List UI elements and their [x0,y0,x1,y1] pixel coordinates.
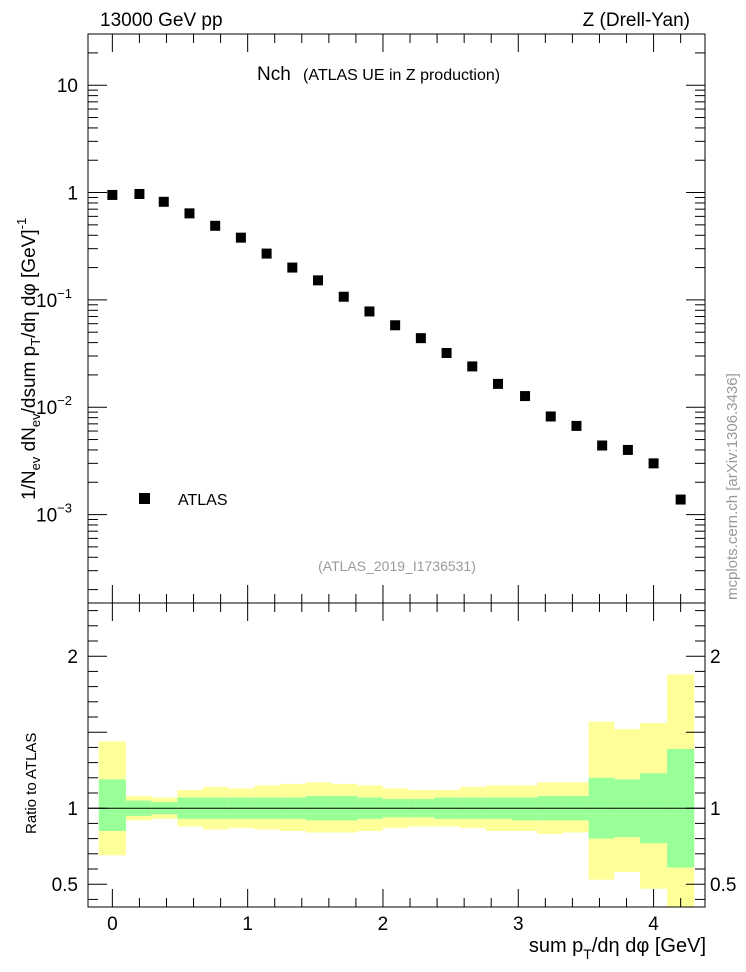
ratio-axis-ticks: 0.5 0.5 1 1 2 2 0 1 2 3 4 [52,603,736,935]
ratio-bands [88,674,705,907]
x-tick-label: 0 [107,914,118,935]
data-point [597,440,608,451]
data-point [622,444,633,455]
ratio-y-tick-label-right: 0.5 [710,875,736,896]
watermark: mcplots.cern.ch [arXiv:1306.3436] [724,373,741,600]
data-point [158,196,169,207]
plot-title-observable: Nch [257,64,291,85]
data-point [338,291,349,302]
main-y-tick-label: 10−1 [36,286,72,312]
plot-title-description: (ATLAS UE in Z production) [303,67,500,84]
legend-marker [139,493,150,504]
ratio-y-tick-label: 0.5 [52,875,78,896]
ratio-y-tick-label: 1 [67,799,78,820]
data-point [648,458,659,469]
main-y-axis-label: 1/Nev dNev/dsum pT/dη dφ [GeV]-1 [14,218,43,500]
data-point [184,208,195,219]
data-point [261,248,272,259]
ratio-y-tick-label-right: 2 [710,647,721,668]
data-point [571,420,582,431]
main-y-tick-label: 1 [67,184,78,205]
energy-label: 13000 GeV pp [100,10,223,31]
main-y-tick-label: 10 [57,76,78,97]
ratio-y-tick-label: 2 [67,647,78,668]
legend-label: ATLAS [178,492,228,509]
main-plot-frame [87,33,706,604]
data-point [313,275,324,286]
ratio-inner-band-bin [98,779,126,831]
x-axis-label: sum pT/dη dφ [GeV] [529,935,706,962]
x-tick-label: 4 [648,914,659,935]
data-point [235,232,246,243]
data-point [441,348,452,359]
ratio-plot-frame [87,602,706,908]
data-point [520,391,531,402]
x-tick-label: 2 [378,914,389,935]
data-point [492,378,503,389]
data-point [675,494,686,505]
main-y-tick-label: 10−3 [36,501,72,527]
data-point [364,306,375,317]
main-data-points [107,188,686,505]
data-point [107,189,118,200]
data-point [390,320,401,331]
ratio-y-tick-label-right: 1 [710,799,721,820]
ratio-y-axis-label: Ratio to ATLAS [23,733,40,834]
ratio-inner-band-bin [511,797,538,821]
data-point [210,220,221,231]
data-point [415,333,426,344]
data-point [287,262,298,273]
analysis-id: (ATLAS_2019_I1736531) [318,558,476,574]
x-tick-label: 1 [242,914,253,935]
data-point [134,188,145,199]
x-tick-label: 3 [513,914,524,935]
data-point [467,361,478,372]
data-point [545,411,556,422]
process-label: Z (Drell-Yan) [583,10,690,31]
